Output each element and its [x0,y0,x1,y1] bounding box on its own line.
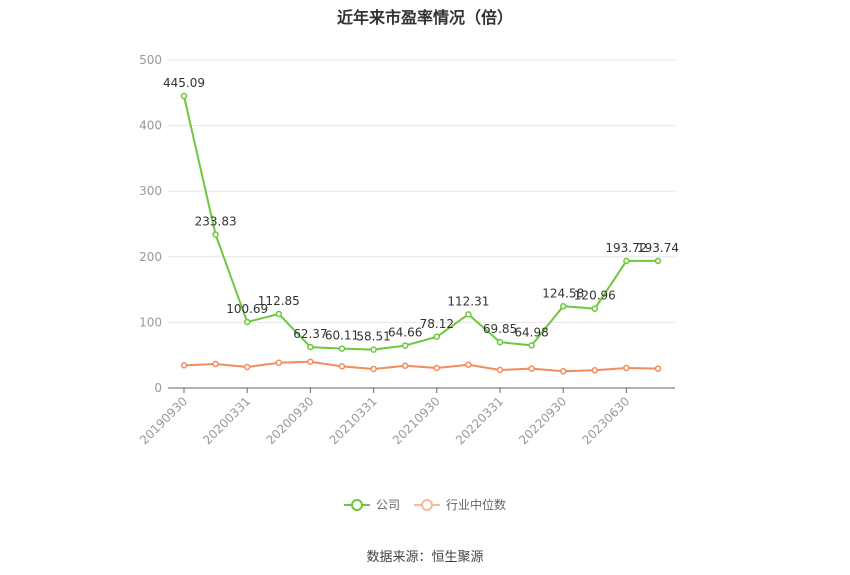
industry-median-pe-point [338,363,346,370]
company-pe-data-label: 60.11 [325,329,359,343]
y-tick-label: 500 [139,53,162,67]
company-pe-point [559,303,567,310]
legend-line-marker-icon [414,498,440,511]
x-tick-label: 20210331 [327,394,380,447]
company-pe-point [433,333,441,341]
company-pe-point [307,343,314,351]
legend-line-marker-icon [343,498,370,511]
industry-median-pe-point [307,358,314,366]
industry-median-pe-point [559,368,567,375]
industry-median-pe-point [528,365,535,372]
legend-item-company[interactable]: 公司 [343,496,400,513]
industry-median-pe-point [180,362,188,369]
x-tick-label: 20220331 [453,394,506,447]
x-tick-label: 20210930 [390,394,443,447]
company-pe-point [654,257,662,265]
industry-median-pe-point [654,365,662,372]
data-source-note: 数据来源：恒生聚源 [366,550,484,565]
company-pe-point [401,342,409,349]
company-pe-data-label: 124.58 [542,286,584,300]
company-pe-point [623,257,630,265]
company-pe-point [496,338,504,346]
industry-median-pe-line [183,360,659,373]
industry-median-pe-point [465,361,472,368]
company-pe-data-label: 193.74 [637,241,679,255]
company-pe-data-label: 112.85 [258,294,300,308]
company-pe-data-label: 64.66 [388,326,422,340]
x-tick-label: 20200930 [263,394,316,447]
company-pe-data-label: 445.09 [163,76,205,90]
industry-median-pe-point [212,360,219,368]
industry-median-pe-point [275,359,283,366]
company-pe-point [180,92,188,100]
company-pe-data-label: 233.83 [195,215,237,229]
industry-median-pe-point [433,364,441,372]
y-tick-label: 0 [154,381,162,395]
company-pe-point [275,310,283,318]
y-tick-label: 300 [139,184,162,198]
industry-median-pe-point [401,362,409,369]
company-pe-data-label: 62.37 [293,327,327,341]
company-pe-data-label: 64.98 [514,325,548,339]
legend-marker [421,498,433,511]
y-tick-label: 400 [139,119,162,133]
company-pe-point [212,231,219,238]
chart-title: 近年来市盈率情况（倍） [336,8,513,27]
x-tick-label: 20230630 [579,394,632,447]
company-pe-data-label: 112.31 [447,294,489,308]
x-tick-label: 20190930 [137,394,190,447]
x-tick-label: 20200331 [200,394,253,447]
legend-item-industry-median[interactable]: 行业中位数 [414,496,506,513]
company-pe-point [370,346,377,353]
x-tick-label: 20220930 [516,394,569,447]
company-pe-data-label: 78.12 [420,317,454,331]
industry-median-pe-point [496,366,504,374]
legend-label: 行业中位数 [446,498,507,512]
industry-median-pe-point [370,365,377,373]
company-pe-point [338,345,346,352]
company-pe-point [243,318,251,326]
industry-median-pe-point [243,363,251,371]
company-pe-data-label: 100.69 [226,302,268,316]
y-tick-label: 200 [139,250,162,264]
legend-label: 公司 [375,498,400,512]
industry-median-pe-point [623,364,630,372]
company-pe-point [528,342,535,349]
legend-marker [350,498,363,511]
company-pe-data-label: 58.51 [356,330,390,344]
company-pe-point [465,311,472,318]
company-pe-data-label: 120.96 [574,289,616,303]
company-pe-line [183,95,659,351]
company-pe-point [591,305,599,312]
legend: 公司 行业中位数 [0,496,850,513]
y-tick-label: 100 [139,315,162,329]
company-pe-data-label: 193.72 [605,241,647,255]
industry-median-pe-point [591,367,599,374]
company-pe-data-label: 69.85 [483,322,517,336]
